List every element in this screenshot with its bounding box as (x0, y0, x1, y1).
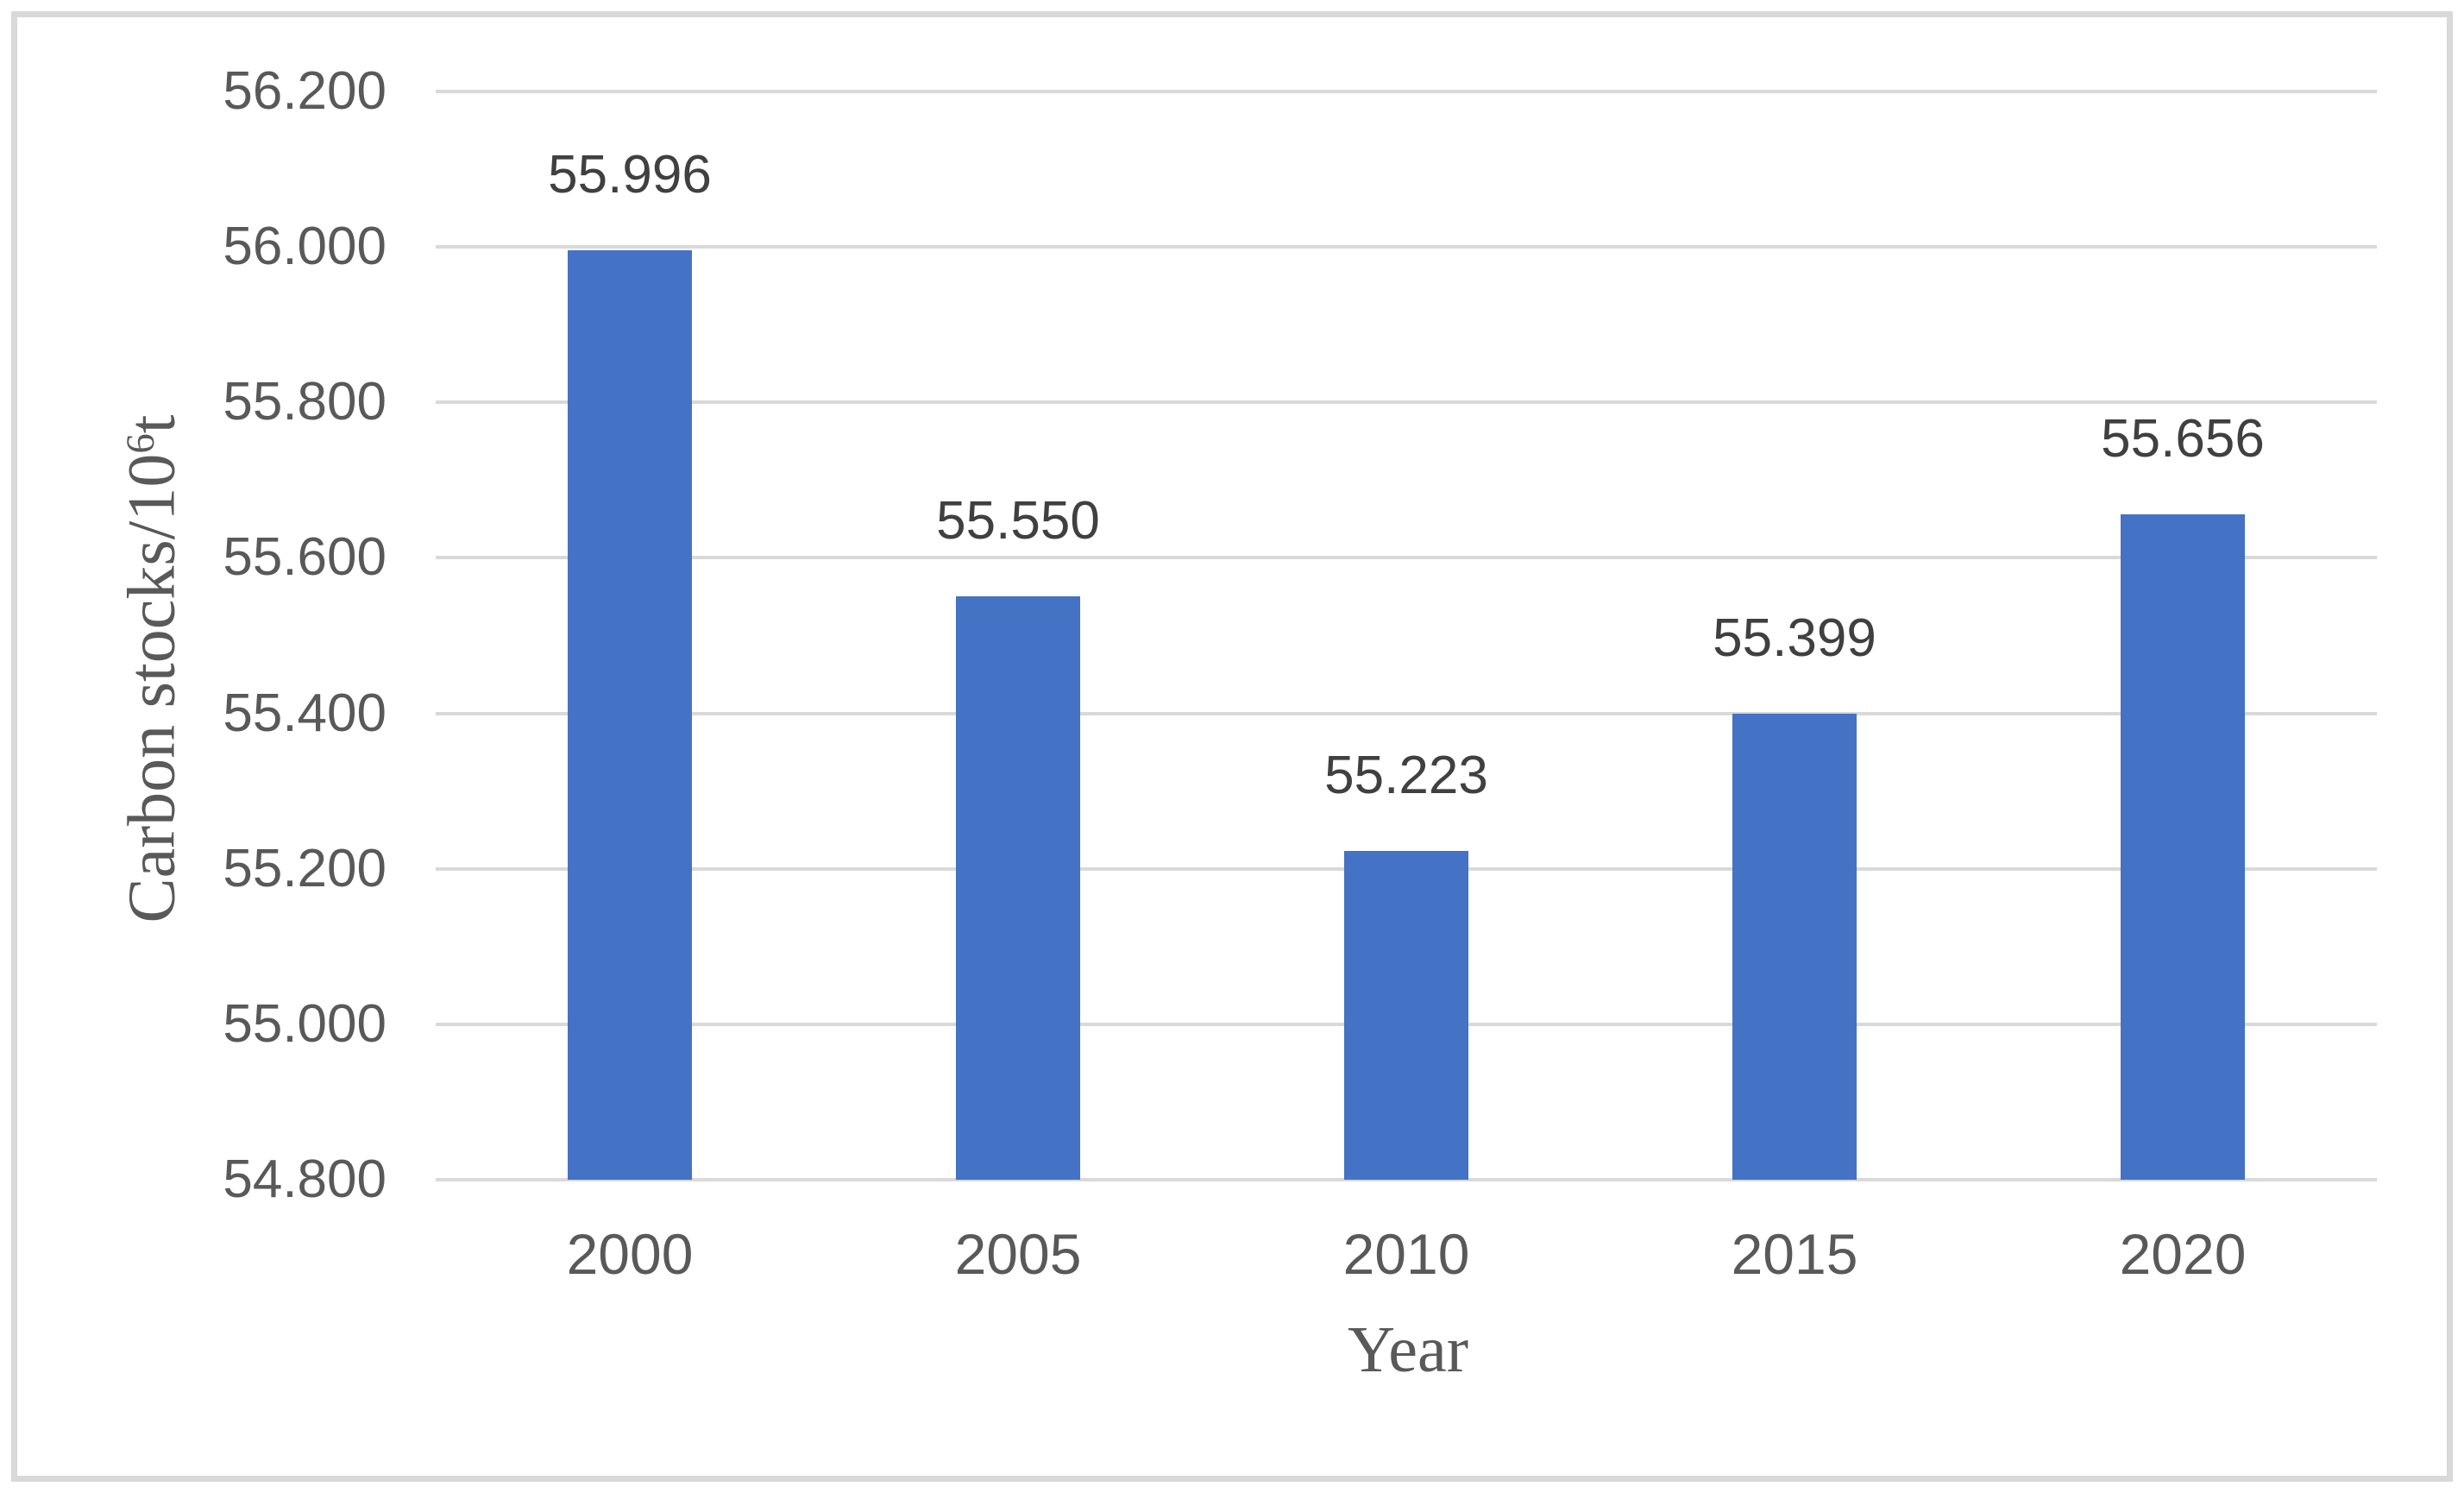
bar-2020 (2121, 513, 2245, 1180)
data-label-2005: 55.550 (936, 491, 1100, 551)
y-axis-title-unit: t (113, 414, 189, 434)
x-tick-label-2020: 2020 (2119, 1222, 2247, 1286)
x-axis-title: Year (1347, 1313, 1469, 1386)
gridline-55.600 (436, 556, 2377, 560)
bar-2010 (1344, 850, 1468, 1180)
y-tick-label-55.000: 55.000 (223, 993, 387, 1054)
data-label-2015: 55.399 (1713, 608, 1876, 669)
gridline-55.800 (436, 400, 2377, 405)
y-tick-label-55.200: 55.200 (223, 838, 387, 898)
gridline-55.400 (436, 711, 2377, 715)
chart-border (11, 11, 2453, 1482)
y-tick-label-56.200: 56.200 (223, 61, 387, 121)
bar-2005 (956, 596, 1080, 1180)
bar-2015 (1732, 714, 1857, 1180)
gridline-56.200 (436, 90, 2377, 93)
y-tick-label-55.400: 55.400 (223, 683, 387, 743)
y-axis-title-superscript: 6 (118, 433, 163, 454)
x-tick-label-2005: 2005 (954, 1222, 1082, 1286)
x-tick-label-2015: 2015 (1731, 1222, 1858, 1286)
data-label-2000: 55.996 (548, 144, 712, 205)
y-axis-title-text: Carbon stocks/10 (113, 453, 189, 923)
y-tick-label-55.600: 55.600 (223, 527, 387, 588)
gridline-54.800 (436, 1178, 2377, 1181)
x-tick-label-2010: 2010 (1342, 1222, 1470, 1286)
bar-2000 (568, 249, 692, 1180)
data-label-2010: 55.223 (1324, 745, 1488, 805)
y-tick-label-55.800: 55.800 (223, 372, 387, 432)
x-tick-label-2000: 2000 (566, 1222, 694, 1286)
y-tick-label-54.800: 54.800 (223, 1150, 387, 1209)
gridline-56.000 (436, 245, 2377, 249)
y-tick-label-56.000: 56.000 (223, 217, 387, 277)
data-label-2020: 55.656 (2101, 408, 2265, 469)
y-axis-title: Carbon stocks/106t (101, 137, 188, 1200)
